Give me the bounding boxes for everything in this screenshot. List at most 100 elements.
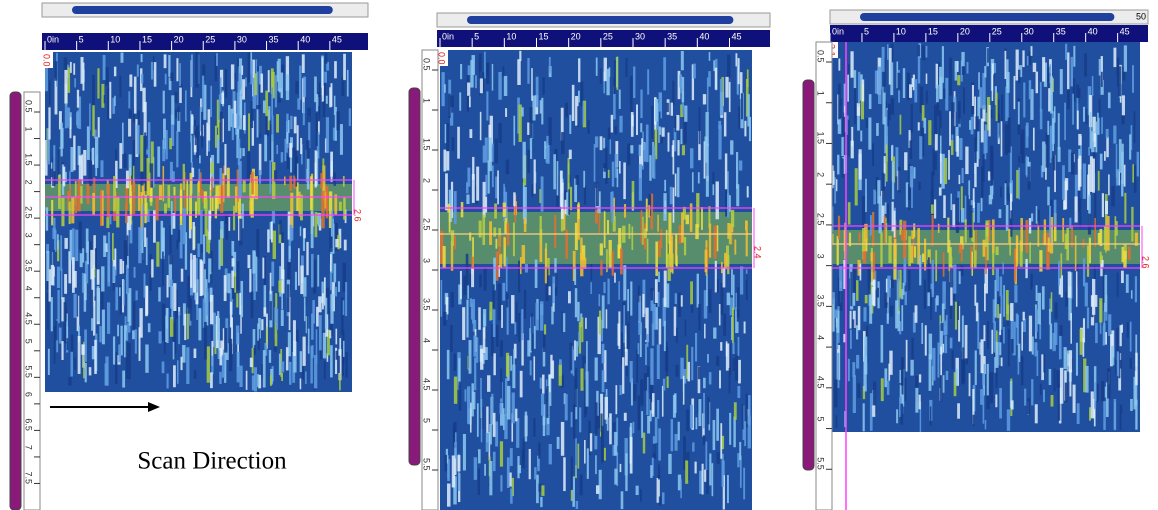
scan-streak [522,449,525,468]
scan-streak [619,90,621,109]
scan-streak [961,208,964,222]
scan-streak [997,123,999,139]
scan-streak [147,181,149,196]
scan-streak [959,138,962,160]
scan-streak [678,293,681,317]
scan-streak [250,60,253,84]
scan-streak [919,395,921,410]
scan-streak [500,441,503,466]
scan-streak [1023,319,1026,332]
scan-streak [287,156,290,169]
side-label: 1 [24,127,34,132]
scan-streak [162,362,165,374]
scan-streak [225,214,227,224]
scan-streak [133,301,135,329]
scan-streak [517,59,520,85]
scan-streak [522,245,525,264]
scan-streak [1018,162,1020,199]
scan-streak [127,216,130,230]
scan-streak [981,339,984,373]
scan-streak [457,127,460,159]
scan-streak [992,63,994,74]
ruler-label: 20 [571,31,581,41]
scan-streak [254,367,257,391]
scan-streak [619,116,622,133]
scan-streak [1008,329,1010,367]
scan-streak [878,67,881,104]
scan-streak [232,258,235,266]
scan-streak [650,288,653,301]
corner-label: 0.0 [42,54,52,67]
scan-streak [279,220,282,234]
scan-streak [682,77,685,102]
scan-streak [169,255,172,264]
scan-streak [636,350,638,383]
scan-streak [561,132,564,154]
scan-streak [1062,165,1065,199]
scan-streak [580,253,583,277]
scan-streak [731,210,734,227]
scan-streak [329,330,331,338]
scan-streak [739,160,742,170]
scan-streak [725,77,728,98]
scan-streak [166,374,168,389]
scan-streak [673,187,675,222]
scan-streak [696,193,699,227]
scan-streak [857,383,860,398]
scan-streak [159,185,162,200]
scan-streak [173,365,176,387]
scan-streak [554,215,556,248]
scan-streak [128,91,130,108]
scan-streak [518,313,520,342]
scan-streak [298,248,300,285]
scan-streak [1092,76,1094,96]
scan-streak [271,221,273,242]
scan-streak [580,475,583,496]
scan-streak [850,311,852,329]
scan-streak [1104,311,1106,345]
scan-streak [466,300,468,338]
scan-streak [185,90,187,121]
side-label: 6 [24,392,34,397]
scan-streak [974,285,976,306]
scan-streak [1134,165,1137,193]
scan-streak [730,343,732,374]
side-label: 4 [422,338,432,343]
scan-streak [443,246,446,268]
scan-streak [1038,210,1040,226]
scan-streak [678,422,680,441]
scan-streak [219,372,221,384]
scan-streak [603,138,605,149]
scan-streak [991,330,993,354]
scan-streak [698,304,700,330]
scan-streak [73,294,76,318]
scan-streak [1065,383,1068,403]
ruler-label: 35 [1056,26,1066,36]
scan-streak [1020,218,1023,251]
scan-streak [720,342,722,351]
scan-streak [335,239,338,247]
scan-streak [1001,121,1003,156]
scan-streak [879,196,882,233]
scan-streak [926,91,928,104]
ruler-label: 45 [332,34,342,44]
scan-streak [263,100,266,113]
side-label: 3.5 [24,259,34,272]
scan-streak [162,252,164,286]
scan-streak [596,182,599,206]
scan-streak [690,148,693,168]
scan-streak [89,103,91,130]
scan-streak [950,267,953,287]
scan-streak [685,460,688,483]
scan-streak [57,290,59,323]
scan-streak [951,102,954,134]
scan-streak [880,233,882,268]
scan-streak [281,310,284,326]
scan-streak [663,193,666,221]
scan-streak [691,347,693,380]
scan-streak [210,372,213,388]
scan-streak [122,371,125,388]
scan-streak [450,96,453,108]
side-bar [803,80,814,470]
scan-streak [943,321,946,336]
